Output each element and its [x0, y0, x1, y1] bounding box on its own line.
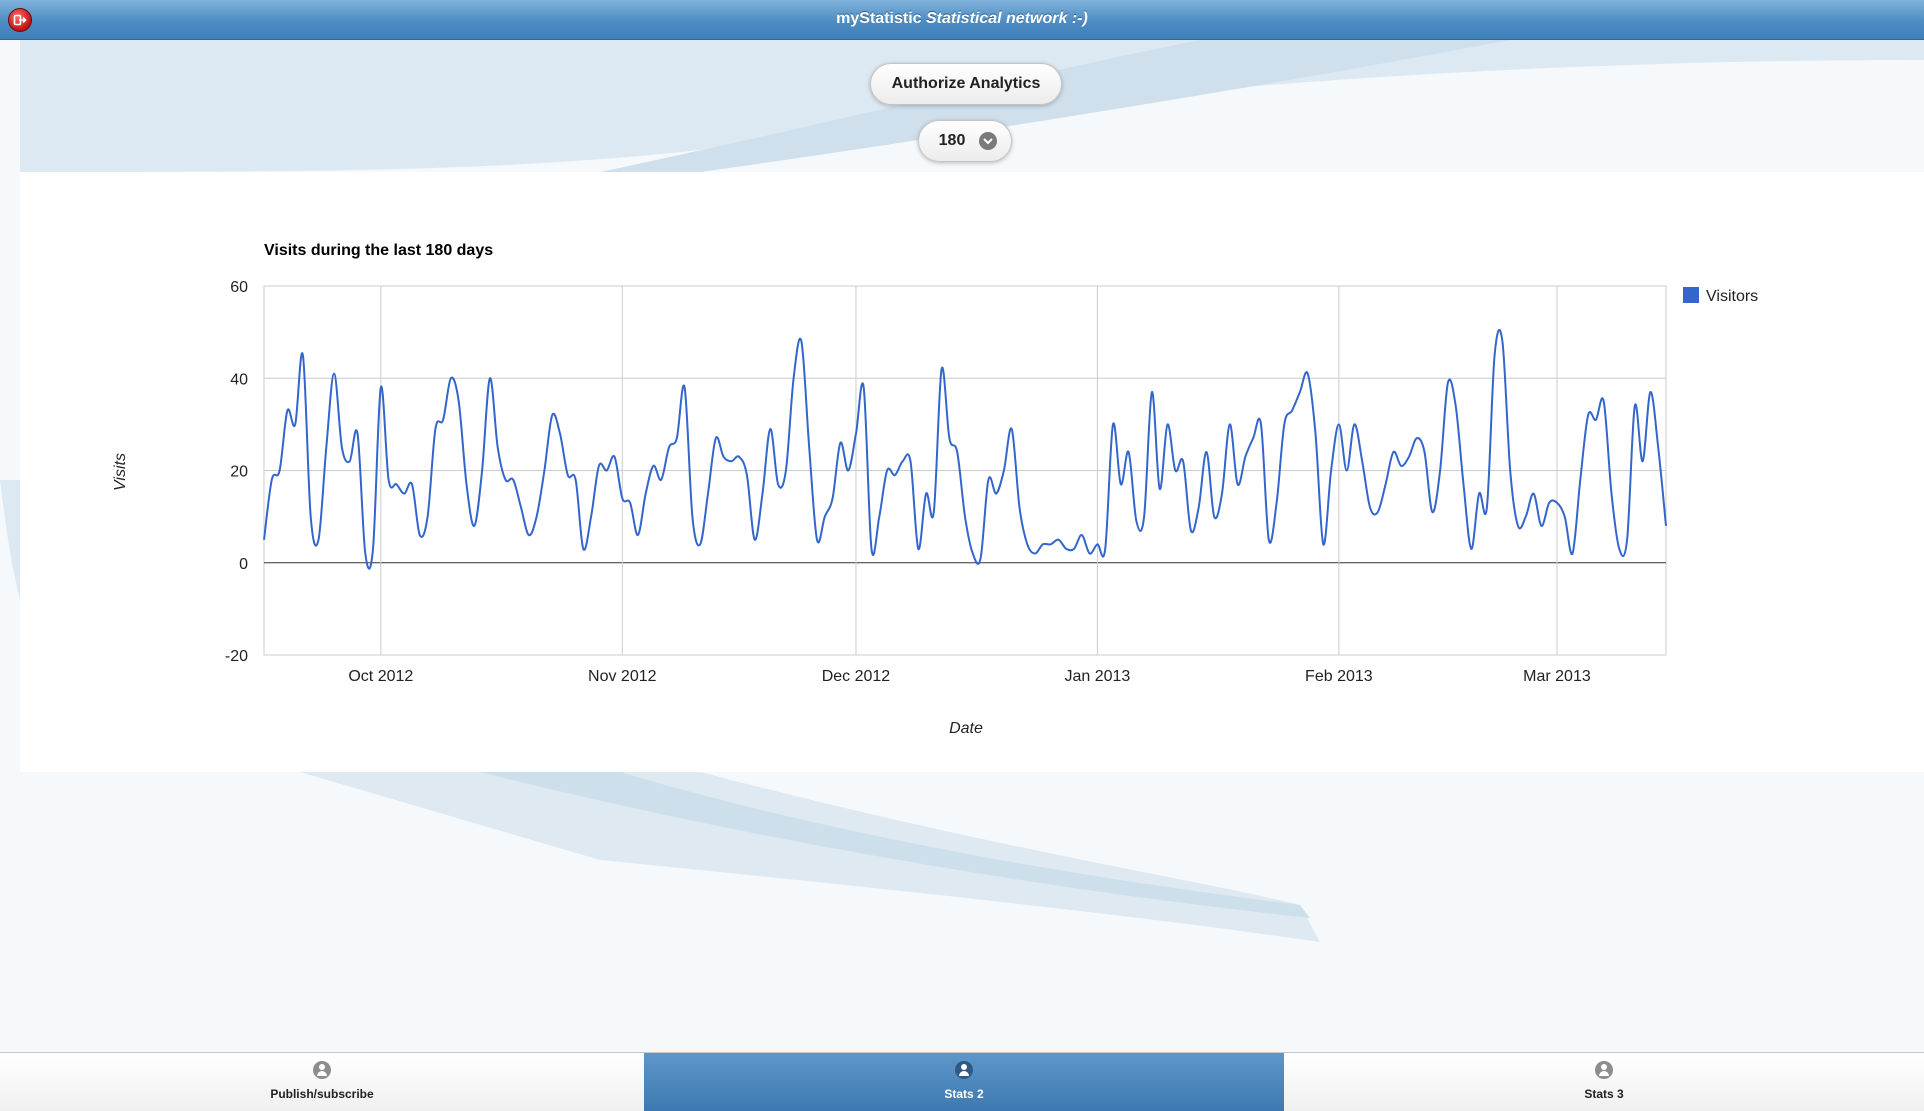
user-icon [313, 1061, 331, 1079]
x-tick-label: Jan 2013 [1064, 668, 1130, 685]
logout-button[interactable] [8, 8, 32, 32]
app-title-plain: myStatistic [836, 10, 922, 27]
y-tick-label: 20 [230, 464, 248, 481]
tab-label: Publish/subscribe [270, 1087, 374, 1101]
x-axis-label: Date [949, 720, 983, 737]
y-axis-label: Visits [112, 453, 129, 491]
tab-label: Stats 2 [944, 1087, 984, 1101]
x-tick-label: Nov 2012 [588, 668, 657, 685]
authorize-analytics-button[interactable]: Authorize Analytics [870, 63, 1062, 105]
chart-title: Visits during the last 180 days [264, 242, 493, 259]
y-tick-label: 40 [230, 371, 248, 388]
y-tick-label: -20 [225, 648, 248, 665]
chevron-down-icon [979, 132, 997, 150]
user-icon [1595, 1061, 1613, 1079]
logout-icon [13, 14, 27, 26]
chart-grid [263, 285, 1667, 656]
series-line-visitors [263, 328, 1667, 570]
y-axis-ticks: 60 40 20 0 -20 [225, 279, 248, 665]
legend-label-visitors: Visitors [1706, 288, 1758, 305]
days-select[interactable]: 180 [918, 120, 1012, 162]
x-tick-label: Mar 2013 [1523, 668, 1591, 685]
app-header: myStatistic Statistical network :-) [0, 0, 1924, 40]
app-title-italic: Statistical network :-) [926, 10, 1088, 27]
x-tick-label: Feb 2013 [1305, 668, 1373, 685]
tab-publish-subscribe[interactable]: Publish/subscribe [0, 1053, 644, 1111]
y-tick-label: 60 [230, 279, 248, 296]
legend-swatch-visitors [1683, 287, 1699, 303]
app-title: myStatistic Statistical network :-) [0, 0, 1924, 40]
x-tick-label: Oct 2012 [348, 668, 413, 685]
x-tick-label: Dec 2012 [822, 668, 891, 685]
y-tick-label: 0 [239, 556, 248, 573]
visits-chart: Visits during the last 180 days 60 40 20 0 -… [112, 242, 1758, 737]
tab-label: Stats 3 [1584, 1087, 1624, 1101]
days-select-value: 180 [938, 132, 966, 149]
chart-panel: Visits during the last 180 days 60 40 20 0 -… [20, 172, 1924, 772]
bottom-navbar: Publish/subscribe Stats 2 Stats 3 [0, 1052, 1924, 1111]
tab-stats-2[interactable]: Stats 2 [644, 1053, 1284, 1111]
tab-stats-3[interactable]: Stats 3 [1284, 1053, 1924, 1111]
user-icon [955, 1061, 973, 1079]
x-axis-ticks: Oct 2012 Nov 2012 Dec 2012 Jan 2013 Feb 2013… [348, 668, 1590, 685]
